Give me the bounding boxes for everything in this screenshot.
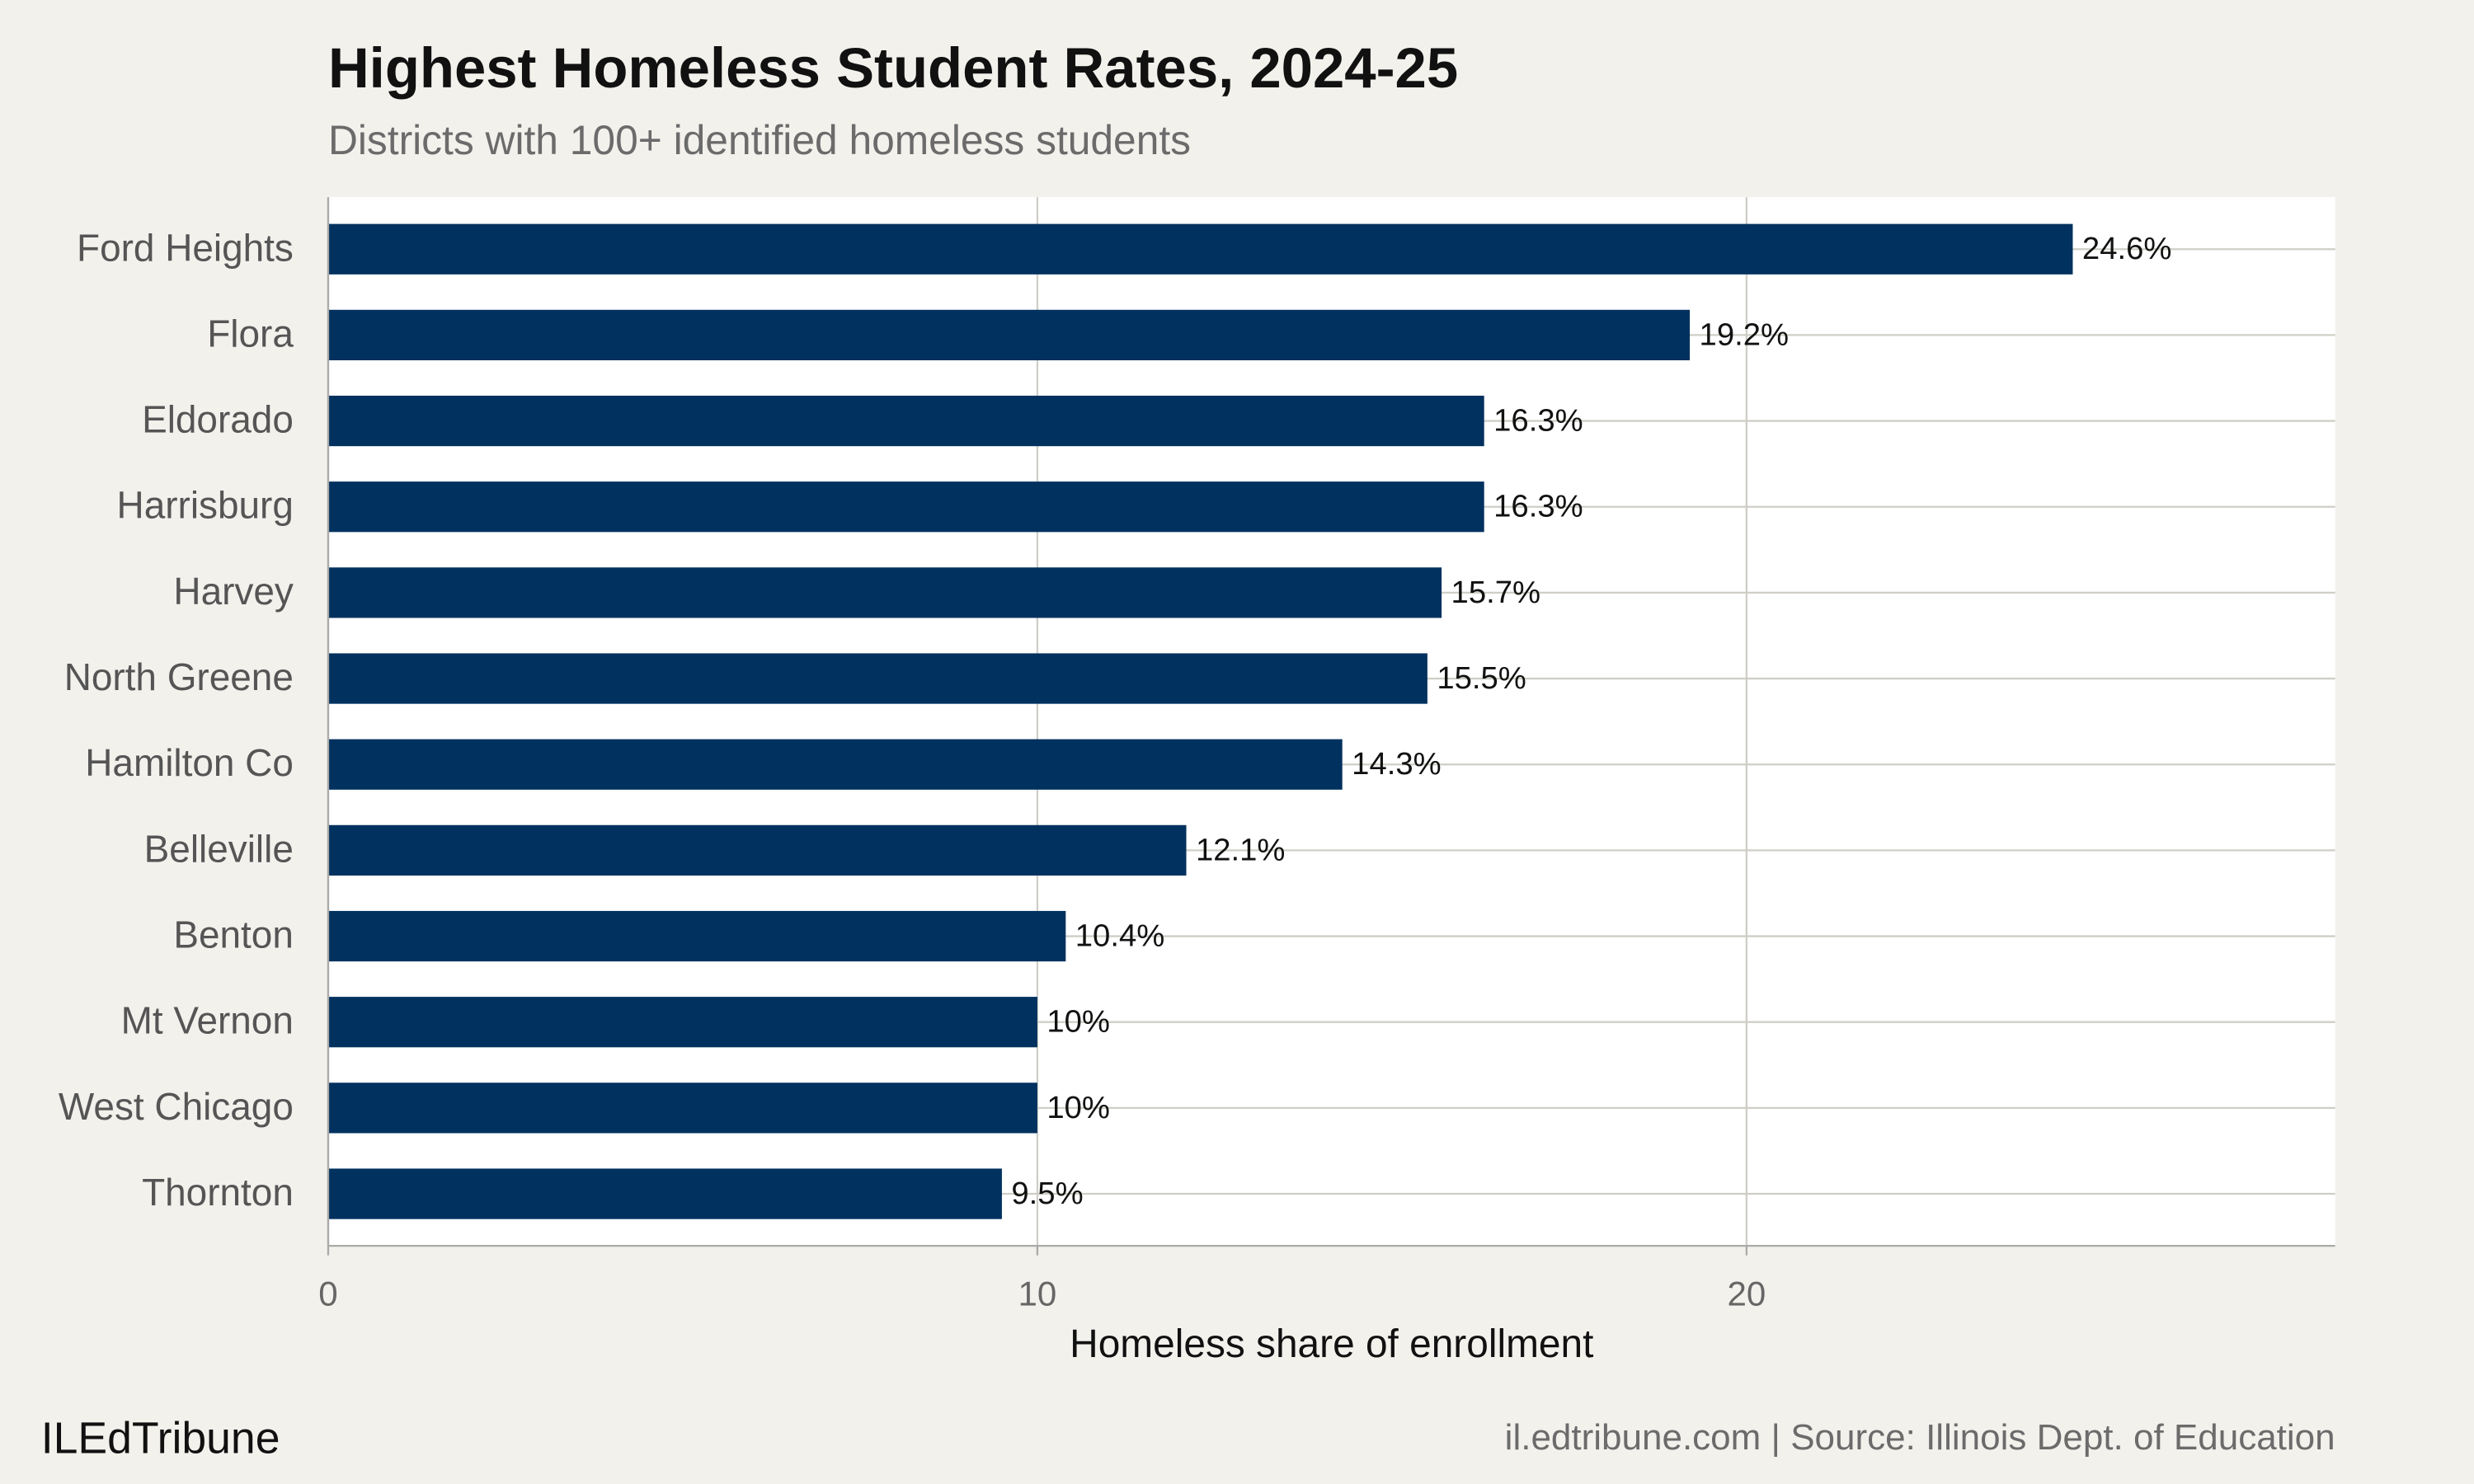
value-label: 16.3% bbox=[1493, 489, 1583, 524]
value-label: 14.3% bbox=[1352, 746, 1441, 782]
value-label: 15.7% bbox=[1451, 575, 1540, 610]
value-label: 19.2% bbox=[1700, 317, 1789, 352]
bar bbox=[327, 910, 1066, 962]
bar bbox=[327, 481, 1484, 533]
y-tick-label: North Greene bbox=[64, 655, 294, 698]
bar bbox=[327, 739, 1343, 790]
y-tick-label: Ford Heights bbox=[77, 226, 294, 269]
x-tick-label: 10 bbox=[1018, 1274, 1057, 1313]
plot-panel bbox=[327, 197, 2335, 1247]
bar bbox=[327, 824, 1187, 876]
y-tick-label: Thornton bbox=[142, 1171, 294, 1214]
bar bbox=[327, 1168, 1002, 1219]
y-tick-label: Belleville bbox=[144, 827, 294, 870]
bar bbox=[327, 309, 1691, 361]
y-tick-label: Mt Vernon bbox=[121, 999, 294, 1042]
value-label: 10.4% bbox=[1075, 918, 1164, 954]
brand: ILEdTribune bbox=[41, 1414, 280, 1463]
value-label: 10% bbox=[1047, 1004, 1110, 1040]
x-axis-title: Homeless share of enrollment bbox=[1070, 1322, 1593, 1366]
y-tick-label: Hamilton Co bbox=[85, 741, 294, 784]
source: il.edtribune.com | Source: Illinois Dept… bbox=[1505, 1417, 2335, 1458]
y-tick-label: Benton bbox=[173, 913, 294, 956]
y-tick-label: Harvey bbox=[173, 570, 293, 613]
y-tick-label: West Chicago bbox=[59, 1085, 294, 1128]
value-label: 16.3% bbox=[1493, 403, 1583, 439]
x-tick-label: 0 bbox=[318, 1274, 337, 1313]
x-tick-label: 20 bbox=[1727, 1274, 1766, 1313]
y-tick-label: Eldorado bbox=[142, 398, 294, 441]
chart-subtitle: Districts with 100+ identified homeless … bbox=[328, 117, 1191, 163]
chart-title: Highest Homeless Student Rates, 2024-25 bbox=[328, 36, 1458, 100]
bar bbox=[327, 653, 1427, 704]
plot: 0 10 20 Ford Heights 24.6% Flora 19.2% Eldorado… bbox=[59, 197, 2335, 1313]
bar bbox=[327, 223, 2073, 275]
bar bbox=[327, 395, 1484, 447]
bar bbox=[327, 567, 1442, 618]
bar bbox=[327, 997, 1037, 1048]
bar bbox=[327, 1082, 1037, 1134]
value-label: 10% bbox=[1047, 1090, 1110, 1125]
value-label: 12.1% bbox=[1196, 832, 1285, 867]
value-label: 9.5% bbox=[1011, 1176, 1083, 1211]
y-tick-label: Flora bbox=[207, 312, 294, 355]
y-tick-label: Harrisburg bbox=[117, 484, 294, 527]
value-label: 15.5% bbox=[1437, 660, 1526, 696]
value-label: 24.6% bbox=[2082, 231, 2171, 266]
